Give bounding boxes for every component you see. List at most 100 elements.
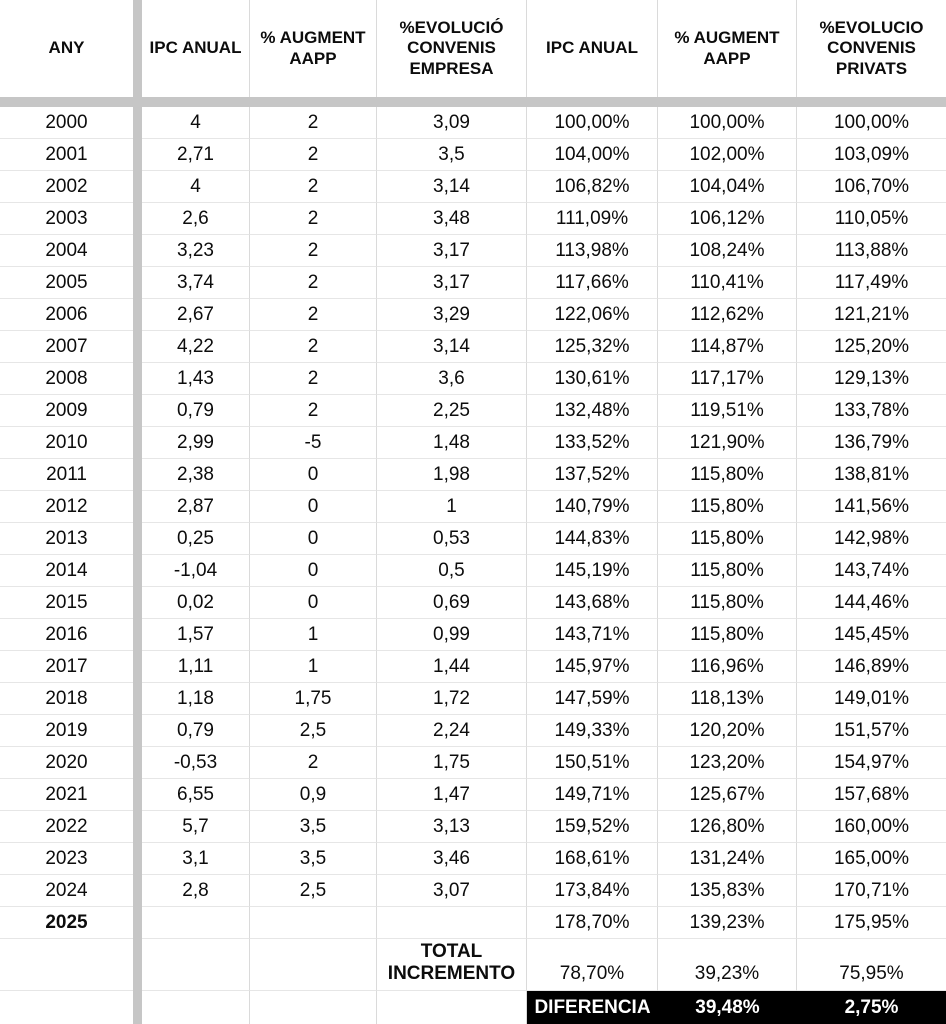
year-cell[interactable]: 2014 [0,555,133,587]
ipc-anual-cell[interactable]: 4 [142,107,250,139]
evolucio-privats-pct-cell[interactable]: 113,88% [797,235,946,267]
evolucio-empresa-cell[interactable]: 3,17 [377,235,527,267]
evolucio-privats-pct-cell[interactable]: 142,98% [797,523,946,555]
evolucio-privats-pct-cell[interactable]: 103,09% [797,139,946,171]
augment-aapp-pct-cell[interactable]: 115,80% [658,491,797,523]
augment-aapp-cell[interactable]: 1,75 [250,683,377,715]
empty-cell[interactable] [377,991,527,1024]
frozen-column-divider[interactable] [133,779,142,811]
frozen-column-divider[interactable] [133,0,142,97]
augment-aapp-cell[interactable]: 1 [250,619,377,651]
frozen-column-divider[interactable] [133,203,142,235]
augment-aapp-cell[interactable]: 2,5 [250,875,377,907]
ipc-anual-pct-cell[interactable]: 147,59% [527,683,658,715]
ipc-anual-cell[interactable]: 2,99 [142,427,250,459]
augment-aapp-pct-cell[interactable]: 121,90% [658,427,797,459]
year-cell[interactable]: 2003 [0,203,133,235]
ipc-anual-pct-cell[interactable]: 106,82% [527,171,658,203]
ipc-anual-pct-cell[interactable]: 159,52% [527,811,658,843]
augment-aapp-pct-cell[interactable]: 102,00% [658,139,797,171]
augment-aapp-pct-cell[interactable]: 118,13% [658,683,797,715]
evolucio-empresa-cell[interactable]: 1,75 [377,747,527,779]
evolucio-empresa-cell[interactable]: 1,47 [377,779,527,811]
empty-cell[interactable] [0,939,133,991]
evolucio-empresa-cell[interactable]: 1,98 [377,459,527,491]
year-cell[interactable]: 2022 [0,811,133,843]
evolucio-empresa-cell[interactable]: 3,13 [377,811,527,843]
ipc-anual-pct-cell[interactable]: 130,61% [527,363,658,395]
ipc-anual-pct-cell[interactable]: 140,79% [527,491,658,523]
augment-aapp-cell[interactable]: 2 [250,267,377,299]
ipc-anual-pct-cell[interactable]: 149,33% [527,715,658,747]
augment-aapp-pct-cell[interactable]: 100,00% [658,107,797,139]
ipc-anual-cell[interactable]: 0,79 [142,395,250,427]
evolucio-empresa-cell[interactable]: 3,07 [377,875,527,907]
augment-aapp-pct-cell[interactable]: 110,41% [658,267,797,299]
evolucio-privats-pct-cell[interactable]: 106,70% [797,171,946,203]
ipc-anual-cell[interactable]: 4,22 [142,331,250,363]
ipc-anual-pct-cell[interactable]: 122,06% [527,299,658,331]
frozen-column-divider[interactable] [133,875,142,907]
header-any[interactable]: ANY [48,38,85,58]
evolucio-privats-pct-cell[interactable]: 121,21% [797,299,946,331]
year-cell[interactable]: 2000 [0,107,133,139]
frozen-column-divider[interactable] [133,619,142,651]
total-augment-aapp-pct-cell[interactable]: 39,23% [658,939,797,991]
evolucio-privats-pct-cell[interactable]: 133,78% [797,395,946,427]
year-cell[interactable]: 2002 [0,171,133,203]
augment-aapp-pct-cell[interactable]: 115,80% [658,587,797,619]
frozen-column-divider[interactable] [133,107,142,139]
augment-aapp-cell[interactable]: 2,5 [250,715,377,747]
evolucio-privats-pct-cell[interactable]: 144,46% [797,587,946,619]
year-cell[interactable]: 2012 [0,491,133,523]
evolucio-privats-pct-cell[interactable]: 149,01% [797,683,946,715]
ipc-anual-cell[interactable]: 2,8 [142,875,250,907]
evolucio-empresa-cell[interactable]: 3,17 [377,267,527,299]
augment-aapp-pct-cell[interactable]: 135,83% [658,875,797,907]
ipc-anual-pct-cell[interactable]: 111,09% [527,203,658,235]
augment-aapp-cell[interactable]: 2 [250,299,377,331]
frozen-column-divider[interactable] [133,715,142,747]
evolucio-empresa-cell[interactable] [377,907,527,939]
ipc-anual-pct-cell[interactable]: 178,70% [527,907,658,939]
ipc-anual-cell[interactable]: 0,25 [142,523,250,555]
frozen-column-divider[interactable] [133,991,142,1024]
total-incremento-label[interactable]: TOTAL INCREMENTO [377,939,527,991]
ipc-anual-pct-cell[interactable]: 168,61% [527,843,658,875]
frozen-column-divider[interactable] [133,395,142,427]
augment-aapp-pct-cell[interactable]: 117,17% [658,363,797,395]
year-cell[interactable]: 2013 [0,523,133,555]
augment-aapp-cell[interactable] [250,907,377,939]
augment-aapp-pct-cell[interactable]: 123,20% [658,747,797,779]
evolucio-privats-pct-cell[interactable]: 129,13% [797,363,946,395]
augment-aapp-pct-cell[interactable]: 115,80% [658,523,797,555]
empty-cell[interactable] [142,991,250,1024]
augment-aapp-pct-cell[interactable]: 114,87% [658,331,797,363]
frozen-column-divider[interactable] [133,235,142,267]
augment-aapp-cell[interactable]: 0 [250,555,377,587]
evolucio-empresa-cell[interactable]: 2,24 [377,715,527,747]
ipc-anual-cell[interactable]: 0,79 [142,715,250,747]
frozen-column-divider[interactable] [133,299,142,331]
frozen-column-divider[interactable] [133,171,142,203]
augment-aapp-cell[interactable]: 0 [250,587,377,619]
evolucio-privats-pct-cell[interactable]: 170,71% [797,875,946,907]
year-cell[interactable]: 2001 [0,139,133,171]
augment-aapp-pct-cell[interactable]: 115,80% [658,459,797,491]
ipc-anual-cell[interactable]: -1,04 [142,555,250,587]
year-cell[interactable]: 2017 [0,651,133,683]
augment-aapp-cell[interactable]: -5 [250,427,377,459]
header-evolucio-privats[interactable]: %EVOLUCIO CONVENIS PRIVATS [819,17,924,78]
evolucio-privats-pct-cell[interactable]: 165,00% [797,843,946,875]
year-cell[interactable]: 2005 [0,267,133,299]
header-ipc-anual-pct[interactable]: IPC ANUAL [527,0,658,97]
year-cell[interactable]: 2009 [0,395,133,427]
year-cell[interactable]: 2016 [0,619,133,651]
augment-aapp-cell[interactable]: 0 [250,459,377,491]
augment-aapp-pct-cell[interactable]: 131,24% [658,843,797,875]
ipc-anual-cell[interactable]: 1,57 [142,619,250,651]
evolucio-privats-pct-cell[interactable]: 138,81% [797,459,946,491]
diferencia-label[interactable]: DIFERENCIA [527,991,658,1024]
augment-aapp-pct-cell[interactable]: 106,12% [658,203,797,235]
evolucio-privats-pct-cell[interactable]: 157,68% [797,779,946,811]
